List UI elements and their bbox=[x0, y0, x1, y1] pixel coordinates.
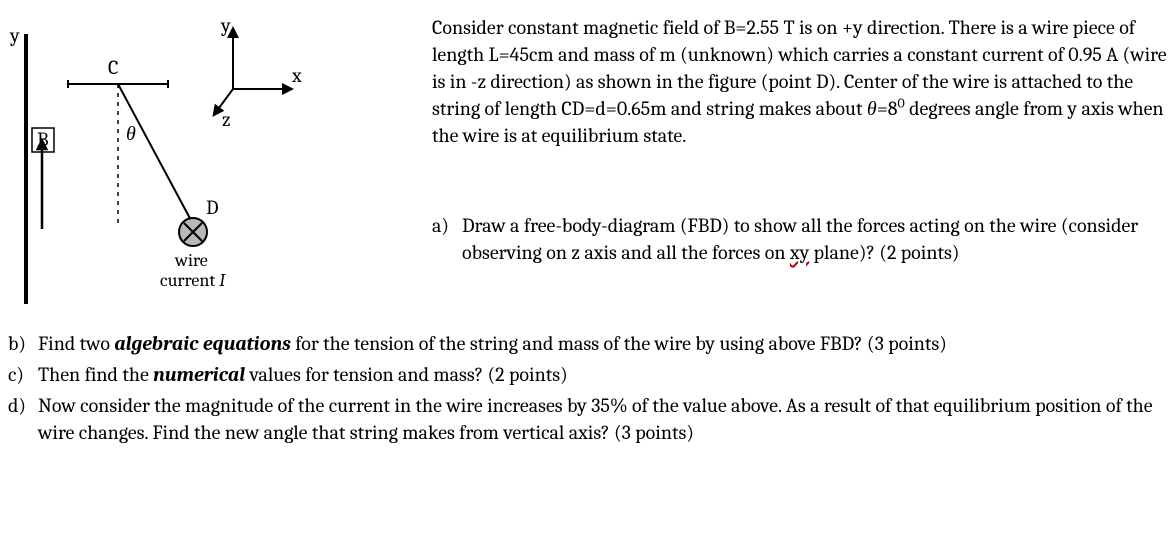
items-bcd: b) Find two algebraic equations for the … bbox=[8, 330, 1168, 450]
item-a-body: Draw a free-body-diagram (FBD) to show a… bbox=[462, 212, 1172, 266]
item-b-body: Find two algebraic equations for the ten… bbox=[38, 330, 1168, 357]
axis-x-label: x bbox=[291, 64, 302, 87]
item-c: c) Then find the numerical values for te… bbox=[8, 361, 1168, 388]
problem-intro: Consider constant magnetic field of B=2.… bbox=[432, 14, 1172, 149]
physics-figure: y B C θ D wire current I bbox=[8, 14, 308, 314]
axis-y-label: y bbox=[220, 14, 231, 37]
item-c-body: Then find the numerical values for tensi… bbox=[38, 361, 1168, 388]
item-a: a) Draw a free-body-diagram (FBD) to sho… bbox=[432, 212, 1172, 270]
item-b-marker: b) bbox=[8, 330, 38, 357]
item-d-marker: d) bbox=[8, 392, 38, 419]
page: y B C θ D wire current I bbox=[0, 0, 1176, 538]
D-label: D bbox=[206, 196, 219, 219]
B-label: B bbox=[37, 128, 49, 151]
item-d-body: Now consider the magnitude of the curren… bbox=[38, 392, 1168, 446]
theta-label: θ bbox=[126, 122, 136, 145]
y-label-left: y bbox=[9, 24, 20, 47]
C-label: C bbox=[108, 56, 118, 79]
current-label: current I bbox=[160, 270, 226, 291]
item-a-marker: a) bbox=[432, 212, 462, 239]
intro-text: Consider constant magnetic field of B=2.… bbox=[432, 14, 1172, 149]
item-c-marker: c) bbox=[8, 361, 38, 388]
axis-z-label: z bbox=[222, 108, 231, 131]
item-d: d) Now consider the magnitude of the cur… bbox=[8, 392, 1168, 446]
string-CD bbox=[118, 84, 193, 224]
wire-label: wire bbox=[174, 250, 208, 271]
item-b: b) Find two algebraic equations for the … bbox=[8, 330, 1168, 357]
